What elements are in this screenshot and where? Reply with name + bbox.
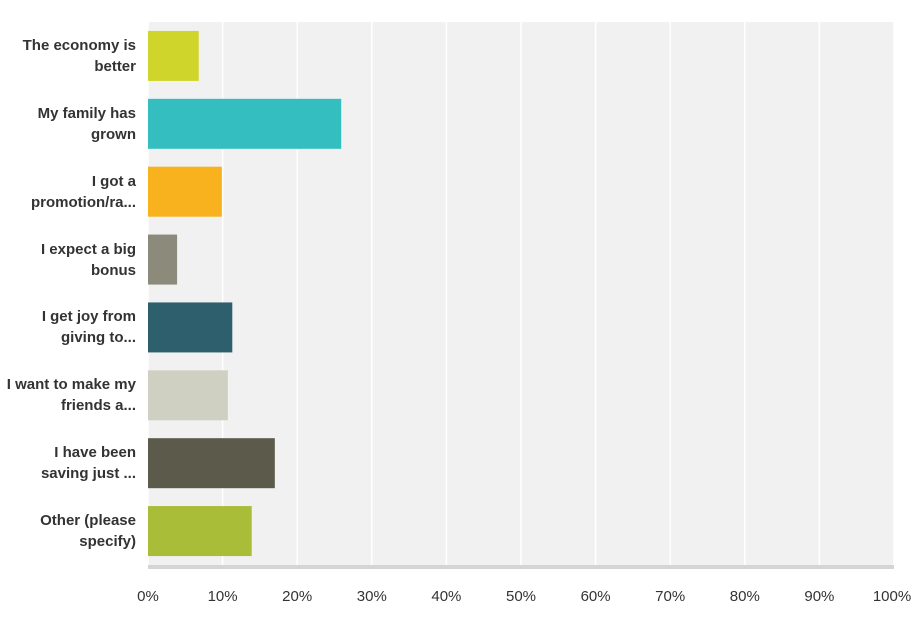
x-tick-label: 90% <box>804 588 834 605</box>
x-tick-label: 30% <box>357 588 387 605</box>
x-tick-label: 10% <box>208 588 238 605</box>
category-label: I have been saving just ... <box>40 444 136 483</box>
x-tick-label: 20% <box>282 588 312 605</box>
x-tick-label: 70% <box>655 588 685 605</box>
x-tick-label: 40% <box>431 588 461 605</box>
category-label: Other (please specify) <box>40 512 136 551</box>
bar <box>148 370 228 421</box>
bar <box>148 438 275 489</box>
bar <box>148 98 342 149</box>
category-label: I get joy from giving to... <box>41 308 136 347</box>
category-label: I want to make my friends a... <box>6 376 136 415</box>
category-label: The economy is better <box>22 36 136 75</box>
x-tick-label: 0% <box>137 588 159 605</box>
category-label: I got a promotion/ra... <box>31 172 136 211</box>
x-axis <box>148 565 894 569</box>
x-tick-label: 80% <box>730 588 760 605</box>
bar <box>148 166 222 217</box>
category-label: I expect a big bonus <box>40 240 136 279</box>
x-tick-label: 100% <box>873 588 911 605</box>
x-tick-label: 50% <box>506 588 536 605</box>
bar <box>148 506 252 557</box>
bar <box>148 302 233 353</box>
x-tick-label: 60% <box>581 588 611 605</box>
bar <box>148 234 178 285</box>
bar <box>148 30 199 81</box>
category-label: My family has grown <box>37 104 136 143</box>
